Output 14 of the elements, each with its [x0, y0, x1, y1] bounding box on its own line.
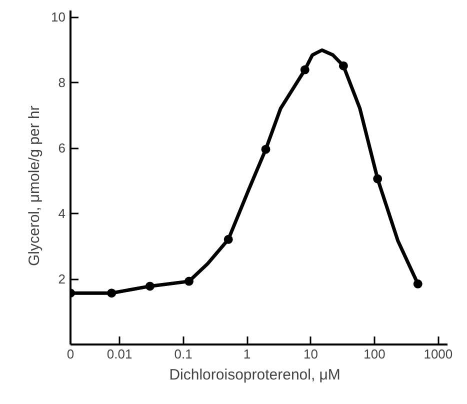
y-tick-label: 2 — [58, 272, 66, 287]
x-tick-label: 0.01 — [106, 346, 132, 362]
x-tick-label: 1 — [243, 346, 251, 362]
x-tick-label: 0 — [66, 346, 74, 362]
x-tick-label: 100 — [364, 346, 386, 362]
x-axis-title: Dichloroisoproterenol, μM — [169, 366, 340, 384]
x-tick-label: 10 — [304, 346, 318, 362]
y-tick-label: 6 — [58, 140, 66, 156]
y-axis-title: Glycerol, μmole/g per hr — [26, 106, 44, 266]
x-tick-label: 1000 — [424, 346, 453, 362]
x-tick-label: 0.1 — [174, 346, 192, 362]
y-tick-label: 10 — [51, 10, 66, 25]
y-tick-label: 4 — [58, 206, 66, 222]
y-tick-label: 8 — [58, 75, 66, 90]
